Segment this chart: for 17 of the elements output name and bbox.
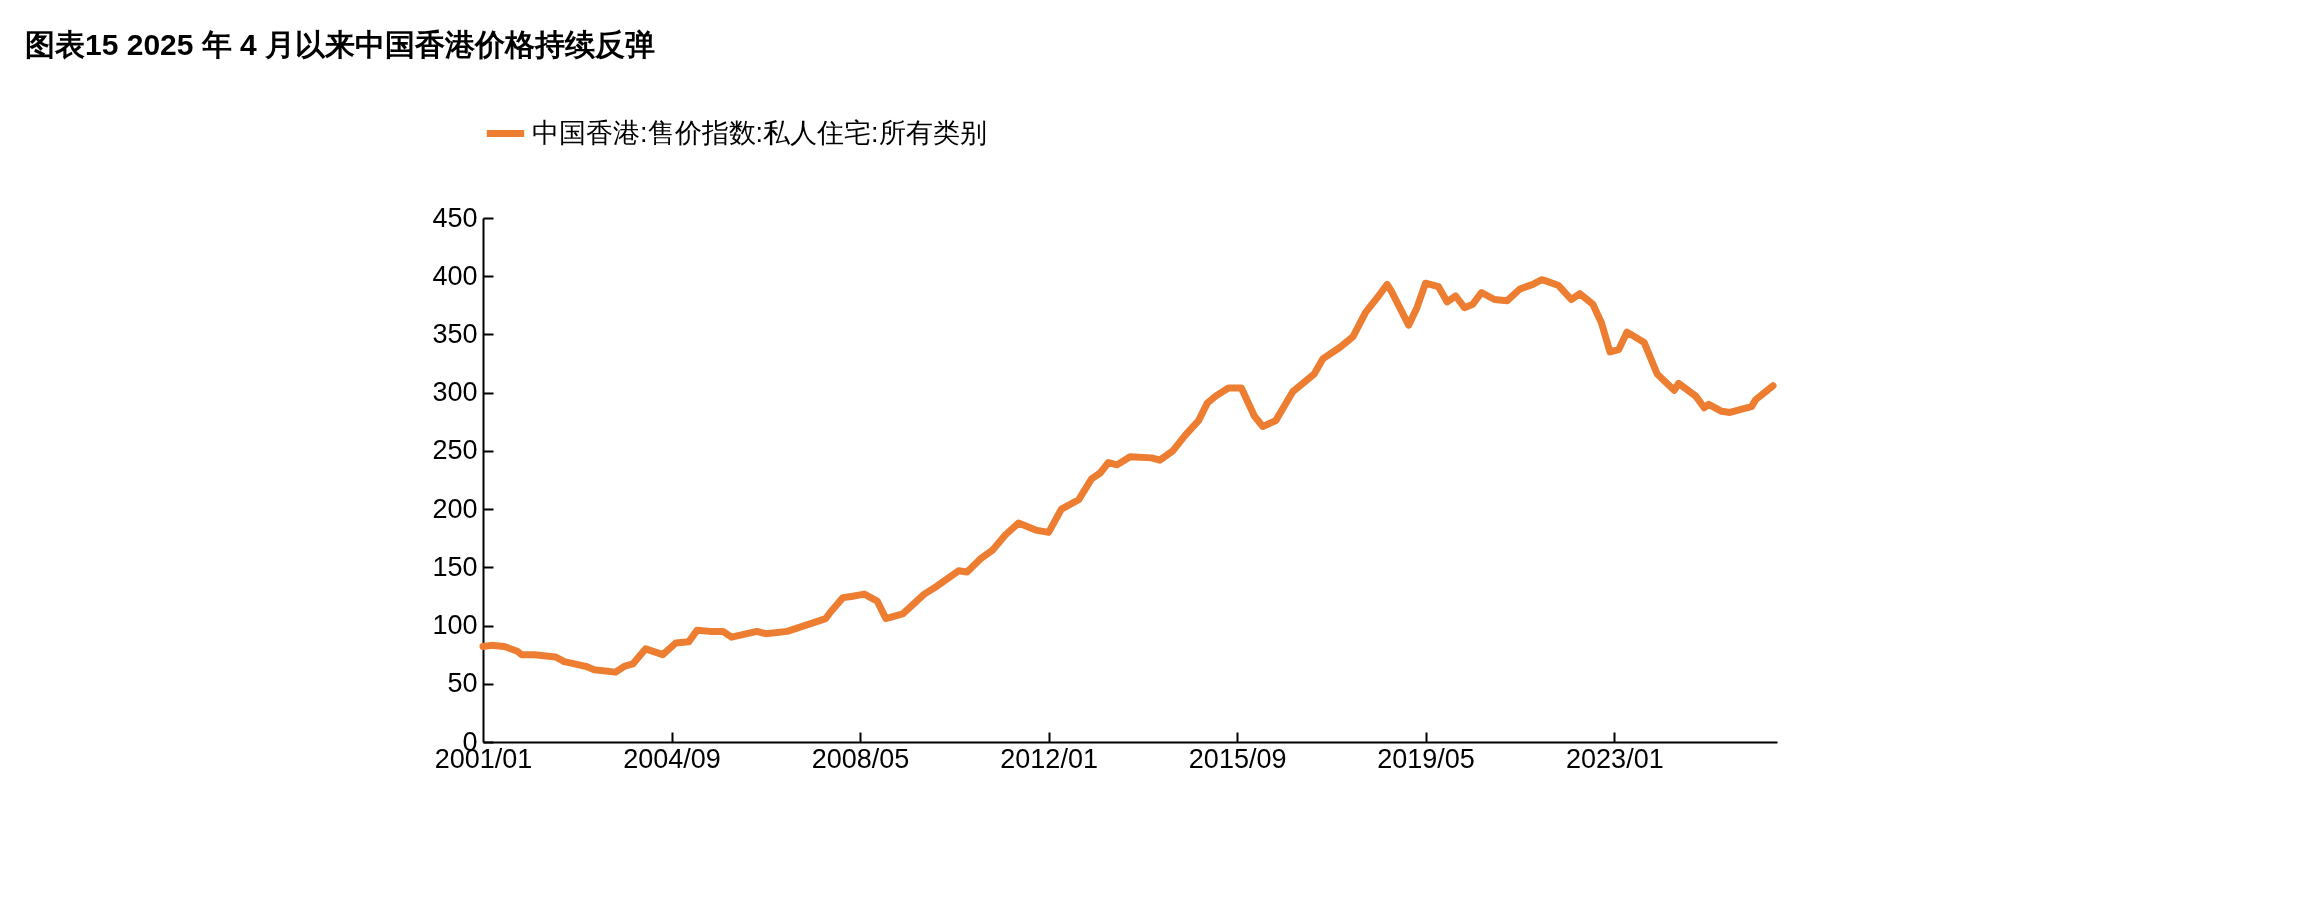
y-tick-label: 450 [432,202,478,233]
x-tick-label: 2012/01 [1000,743,1098,774]
x-tick-label: 2008/05 [811,743,910,774]
x-tick-label: 2023/01 [1566,743,1664,774]
y-tick-label: 100 [432,610,478,641]
y-tick-label: 150 [432,551,478,582]
x-tick-label: 2019/05 [1377,743,1475,774]
y-tick-label: 400 [432,260,478,291]
y-tick-label: 250 [432,435,478,466]
y-tick-label: 300 [432,377,478,408]
y-tick-label: 350 [432,318,478,349]
legend-label: 中国香港:售价指数:私人住宅:所有类别 [532,117,987,148]
x-tick-label: 2015/09 [1188,743,1287,774]
chart-title: 图表15 2025 年 4 月以来中国香港价格持续反弹 [25,28,656,61]
y-tick-label: 200 [432,493,478,524]
y-tick-label: 50 [447,668,478,699]
x-tick-label: 2004/09 [623,743,721,774]
